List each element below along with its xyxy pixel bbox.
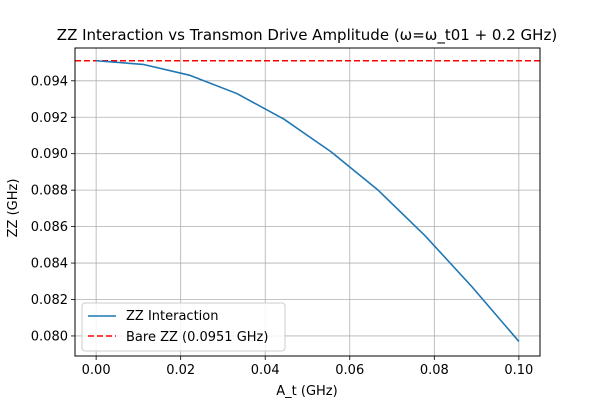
legend: ZZ Interaction Bare ZZ (0.0951 GHz) (81, 302, 286, 352)
x-tick-label: 0.10 (504, 363, 533, 378)
legend-box (81, 302, 286, 352)
y-axis-ticks: 0.080 0.082 0.084 0.086 0.088 0.090 0.092 0.094 (31, 74, 75, 344)
y-tick-label: 0.094 (31, 74, 68, 89)
x-tick-label: 0.06 (335, 363, 364, 378)
legend-label-bare-zz: Bare ZZ (0.0951 GHz) (126, 330, 268, 345)
y-axis-label: ZZ (GHz) (6, 179, 21, 238)
x-axis-label: A_t (GHz) (276, 384, 337, 399)
y-tick-label: 0.080 (31, 329, 68, 344)
grid (75, 48, 540, 356)
zz-interaction-series-line (96, 59, 520, 342)
series-layer (75, 59, 540, 342)
legend-label-zz-interaction: ZZ Interaction (126, 309, 218, 324)
y-tick-label: 0.092 (31, 111, 68, 126)
chart-title: ZZ Interaction vs Transmon Drive Amplitu… (57, 26, 557, 45)
x-tick-label: 0.02 (166, 363, 195, 378)
y-tick-label: 0.082 (31, 293, 68, 308)
y-tick-label: 0.086 (31, 220, 68, 235)
y-tick-label: 0.090 (31, 147, 68, 162)
x-tick-label: 0.00 (82, 363, 111, 378)
y-tick-label: 0.084 (31, 257, 68, 272)
plot-frame (74, 47, 541, 357)
x-tick-label: 0.04 (251, 363, 280, 378)
x-axis-ticks: 0.00 0.02 0.04 0.06 0.08 0.10 (82, 356, 533, 378)
y-tick-label: 0.088 (31, 184, 68, 199)
x-tick-label: 0.08 (420, 363, 449, 378)
